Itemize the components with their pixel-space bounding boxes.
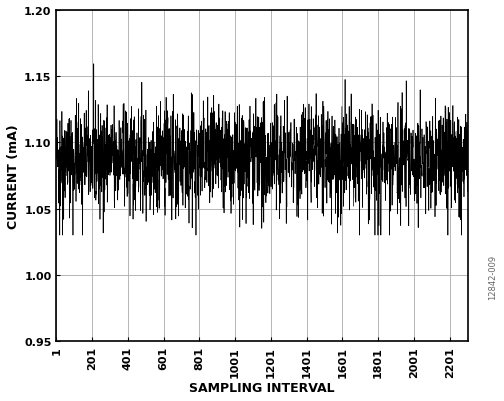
Y-axis label: CURRENT (mA): CURRENT (mA) — [7, 124, 20, 228]
X-axis label: SAMPLING INTERVAL: SAMPLING INTERVAL — [189, 381, 335, 394]
Text: 12842-009: 12842-009 — [488, 255, 497, 300]
